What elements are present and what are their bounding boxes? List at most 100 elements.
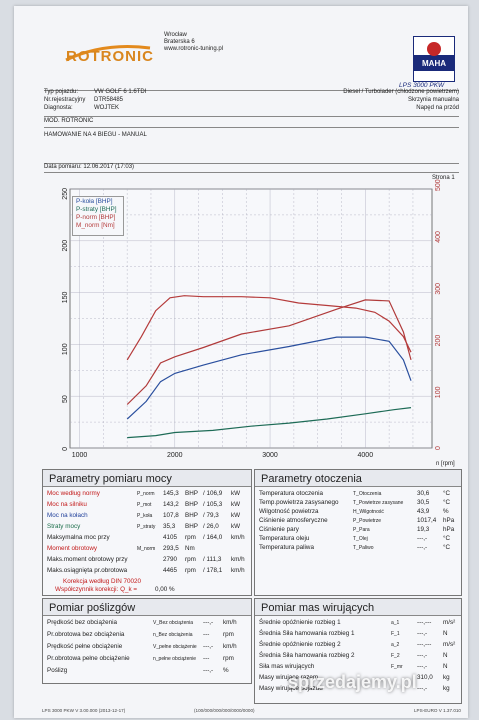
row-label: Masy wirujące pojazdu — [259, 685, 323, 692]
param-row: Ciśnienie atmosferyczne P_Powietrze 1017,4… — [255, 517, 461, 525]
row-unit-1: BHP — [185, 523, 198, 530]
row-unit: N — [443, 630, 448, 637]
address-line: Wrocław — [164, 32, 187, 38]
row-label: Prędkość bez obciążenia — [47, 619, 118, 626]
maha-emblem-icon — [414, 42, 454, 71]
row-symbol: P_Powietrze — [353, 518, 382, 524]
left-tick-label: 100 — [62, 343, 69, 355]
engine-info: Diesel / Turbolader (chłodzone powietrze… — [294, 89, 459, 112]
param-row: Średnie opóźnienie rozbieg 2 a_2 ---,--- m/… — [255, 641, 461, 649]
row-value-1: 145,3 — [163, 490, 179, 497]
row-unit-1: BHP — [185, 501, 198, 508]
row-unit-1: rpm — [185, 556, 196, 563]
row-unit-1: BHP — [185, 490, 198, 497]
row-value: 30,6 — [417, 490, 430, 497]
row-value: ---,- — [417, 544, 428, 551]
param-row: Temp.powietrza zasysanego T_Powietrze zas… — [255, 499, 461, 507]
row-symbol: H_Wilgotność — [353, 509, 384, 515]
row-value: 43,9 — [417, 508, 430, 515]
row-value: 19,3 — [417, 526, 430, 533]
row-label: Średnia Siła hamowania rozbieg 2 — [259, 652, 355, 659]
drive-line: Napęd na przód — [416, 105, 459, 111]
row-value: ---,- — [203, 667, 214, 674]
slip-title: Pomiar poślizgów — [49, 602, 136, 614]
maha-badge-text: MAHA — [422, 59, 446, 68]
row-unit: rpm — [223, 655, 234, 662]
param-row: Średnie opóźnienie rozbieg 1 a_1 ---,--- m/… — [255, 619, 461, 627]
company-address: Wrocław Braterska 6 www.rotronic-tuning.… — [164, 32, 274, 53]
address-line: Braterska 6 — [164, 39, 195, 45]
row-label: Poślizg — [47, 667, 68, 674]
row-symbol: P_Para — [353, 527, 370, 533]
legend-p-straty: P-straty [BHP] — [76, 206, 117, 213]
right-tick-label: 0 — [435, 446, 442, 450]
mod-label: MOD. ROTRONIC — [44, 118, 94, 124]
row-label: Pr.obrotowa bez obciążenia — [47, 631, 125, 638]
row-unit: N — [443, 663, 448, 670]
row-symbol: V_Bez obciążenia — [153, 620, 194, 626]
row-unit: % — [223, 667, 229, 674]
right-tick-label: 400 — [435, 231, 442, 243]
row-unit: hPa — [443, 526, 455, 533]
row-unit: rpm — [223, 631, 234, 638]
row-label: Średnie opóźnienie rozbieg 2 — [259, 641, 341, 648]
row-label: Ciśnienie atmosferyczne — [259, 517, 328, 524]
legend-m-norm: M_norm [Nm] — [76, 222, 115, 229]
x-tick-label: 4000 — [358, 452, 374, 459]
x-axis-label: n [rpm] — [436, 461, 455, 467]
slip-box: Pomiar poślizgów Prędkość bez obciążenia… — [42, 598, 252, 684]
logo-text: ROTRONIC — [66, 48, 154, 65]
row-unit-2: kW — [231, 523, 241, 530]
row-unit: m/s² — [443, 641, 456, 648]
rotating-mass-box: Pomiar mas wirujących Średnie opóźnienie… — [254, 598, 462, 704]
row-label: Moc według normy — [47, 490, 100, 497]
reg-label: Nr.rejestracyjny — [44, 97, 86, 103]
param-row: Moment obrotowy M_norm 293,5 Nm — [43, 545, 251, 553]
row-value: ---,- — [203, 619, 214, 626]
right-tick-label: 300 — [435, 283, 442, 295]
param-row: Maksymalna moc przy 4105 rpm / 164,0 km/h — [43, 534, 251, 542]
row-symbol: T_Olej — [353, 536, 368, 542]
right-tick-label: 200 — [435, 335, 442, 347]
row-value-1: 35,3 — [163, 523, 176, 530]
row-value-2: / 26,0 — [203, 523, 219, 530]
row-unit: N — [443, 652, 448, 659]
row-label: Maks.moment obrotowy przy — [47, 556, 128, 563]
row-value-2: / 178,1 — [203, 567, 223, 574]
param-row: Prędkość bez obciążenia V_Bez obciążenia -… — [43, 619, 251, 627]
series-line — [126, 299, 412, 405]
param-row: Moc na silniku P_mot 143,2 BHP / 105,3 kW — [43, 501, 251, 509]
row-unit-2: km/h — [231, 534, 245, 541]
series-line — [126, 336, 412, 420]
row-value: ---,- — [417, 535, 428, 542]
row-label: Siła mas wirujących — [259, 663, 315, 670]
wspolczynnik-label: Współczynnik korekcji: Q_k = — [55, 586, 138, 593]
row-unit: hPa — [443, 517, 455, 524]
row-unit-1: Nm — [185, 545, 195, 552]
row-unit: °C — [443, 544, 451, 551]
param-row: Średnia Siła hamowania rozbieg 1 F_1 ---,-… — [255, 630, 461, 638]
row-label: Maks.osiągnięta pr.obrotowa — [47, 567, 128, 574]
param-row: Poślizg ---,-% — [43, 667, 251, 675]
row-symbol: P_straty — [137, 524, 156, 530]
row-symbol: n_Bez obciążenia — [153, 632, 193, 638]
ambient-params-box: Parametry otoczenia Temperatura otoczeni… — [254, 469, 462, 596]
row-value-1: 293,5 — [163, 545, 179, 552]
row-label: Temperatura paliwa — [259, 544, 314, 551]
row-value: 310,0 — [417, 674, 433, 681]
row-symbol: a_2 — [391, 642, 400, 648]
row-value-2: / 79,3 — [203, 512, 219, 519]
row-unit: °C — [443, 535, 451, 542]
row-unit: kg — [443, 685, 450, 692]
row-value-1: 2790 — [163, 556, 178, 563]
footer-right: LPS-EURO V 1.37.010 — [414, 708, 461, 713]
reg-value: DTR58485 — [94, 97, 124, 103]
page-label: Strona 1 — [432, 175, 455, 181]
slip-header: Pomiar poślizgów — [43, 599, 251, 616]
engine-line: Diesel / Turbolader (chłodzone powietrze… — [343, 89, 459, 95]
left-tick-label: 0 — [62, 447, 69, 451]
param-row: Maks.moment obrotowy przy 2790 rpm / 111,3 k… — [43, 556, 251, 564]
row-value: ---,- — [203, 643, 214, 650]
row-symbol: a_1 — [391, 620, 400, 626]
row-label: Pr.obrotowa pełne obciążenie — [47, 655, 130, 662]
